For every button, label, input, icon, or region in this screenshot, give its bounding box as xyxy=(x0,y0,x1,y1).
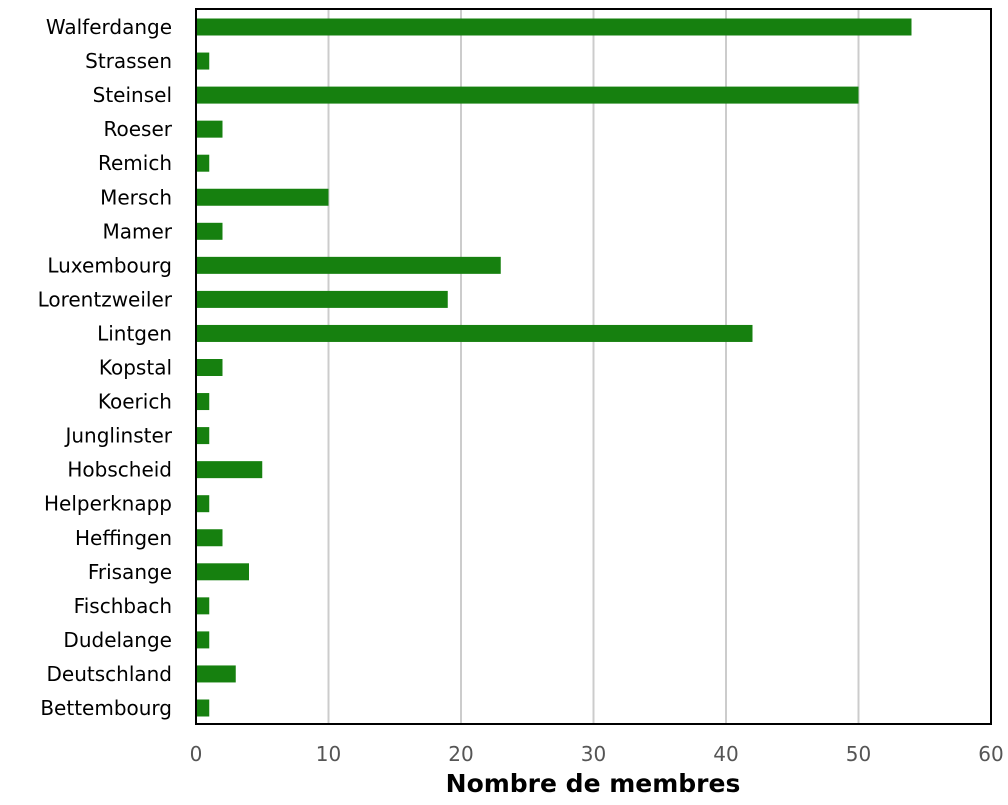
category-label: Heffingen xyxy=(75,526,172,550)
category-label: Roeser xyxy=(104,117,173,141)
bar-remich xyxy=(196,154,210,172)
category-label: Mersch xyxy=(100,185,172,209)
x-tick-label: 0 xyxy=(190,742,203,766)
category-label: Steinsel xyxy=(93,83,172,107)
category-label: Mamer xyxy=(102,219,172,243)
gridlines xyxy=(327,9,860,724)
bar-lintgen xyxy=(196,324,753,342)
bar-helperknapp xyxy=(196,495,210,513)
x-axis-title: Nombre de membres xyxy=(446,769,741,798)
x-tick-label: 60 xyxy=(978,742,1003,766)
category-label: Koerich xyxy=(98,390,172,414)
category-label: Walferdange xyxy=(46,15,172,39)
category-label: Bettembourg xyxy=(40,696,172,720)
bar-frisange xyxy=(196,563,249,581)
bar-bettembourg xyxy=(196,699,210,717)
category-label: Strassen xyxy=(85,49,172,73)
bar-roeser xyxy=(196,120,223,138)
bar-koerich xyxy=(196,393,210,411)
x-tick-labels: 0 10 20 30 40 50 60 xyxy=(190,742,1004,766)
x-tick-label: 10 xyxy=(316,742,341,766)
category-label: Luxembourg xyxy=(47,253,172,277)
category-label: Lintgen xyxy=(97,321,172,345)
category-label: Junglinster xyxy=(63,424,172,448)
x-tick-label: 30 xyxy=(581,742,606,766)
bar-kopstal xyxy=(196,359,223,376)
x-tick-label: 50 xyxy=(846,742,871,766)
bar-mersch xyxy=(196,188,329,206)
x-tick-label: 20 xyxy=(448,742,473,766)
bar-lorentzweiler xyxy=(196,290,448,308)
bar-luxembourg xyxy=(196,256,501,274)
category-label: Kopstal xyxy=(99,356,172,380)
category-label: Fischbach xyxy=(74,594,172,618)
bar-hobscheid xyxy=(196,461,263,479)
bar-mamer xyxy=(196,222,223,240)
category-label: Dudelange xyxy=(63,628,172,652)
bar-heffingen xyxy=(196,529,223,547)
bar-walferdange xyxy=(196,18,912,36)
bar-junglinster xyxy=(196,427,210,445)
bar-dudelange xyxy=(196,631,210,649)
category-label: Hobscheid xyxy=(67,458,172,482)
bar-fischbach xyxy=(196,597,210,615)
category-label: Remich xyxy=(98,151,172,175)
category-label: Helperknapp xyxy=(44,492,172,516)
category-label: Frisange xyxy=(88,560,172,584)
bar-steinsel xyxy=(196,86,859,104)
bar-strassen xyxy=(196,52,210,70)
category-labels: Walferdange Strassen Steinsel Roeser Remich M… xyxy=(38,15,173,720)
bars xyxy=(196,18,912,717)
plot-frame xyxy=(195,8,992,725)
x-tick-label: 40 xyxy=(713,742,738,766)
category-label: Deutschland xyxy=(47,662,173,686)
bar-deutschland xyxy=(196,665,236,683)
category-label: Lorentzweiler xyxy=(38,287,173,311)
